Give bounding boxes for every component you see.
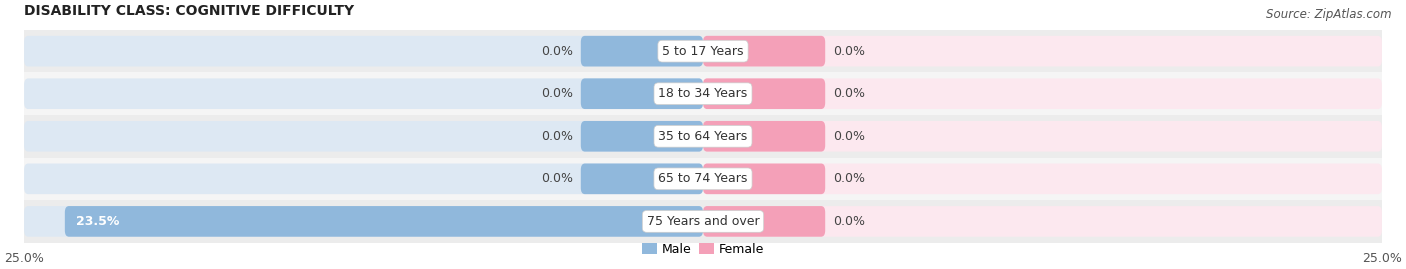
FancyBboxPatch shape <box>703 121 825 152</box>
FancyBboxPatch shape <box>703 206 1382 237</box>
Text: 75 Years and over: 75 Years and over <box>647 215 759 228</box>
Text: 0.0%: 0.0% <box>834 215 865 228</box>
Text: 0.0%: 0.0% <box>834 172 865 185</box>
Bar <box>24 158 1382 200</box>
FancyBboxPatch shape <box>24 206 703 237</box>
Text: 0.0%: 0.0% <box>834 45 865 58</box>
Text: 0.0%: 0.0% <box>834 130 865 143</box>
Bar <box>24 30 1382 72</box>
Text: 23.5%: 23.5% <box>76 215 120 228</box>
Text: 0.0%: 0.0% <box>541 87 572 100</box>
FancyBboxPatch shape <box>703 164 825 194</box>
Text: 0.0%: 0.0% <box>834 87 865 100</box>
Bar <box>24 72 1382 115</box>
Bar <box>24 115 1382 158</box>
Text: 65 to 74 Years: 65 to 74 Years <box>658 172 748 185</box>
FancyBboxPatch shape <box>581 36 703 66</box>
FancyBboxPatch shape <box>703 206 825 237</box>
FancyBboxPatch shape <box>581 164 703 194</box>
FancyBboxPatch shape <box>24 121 703 152</box>
FancyBboxPatch shape <box>24 78 703 109</box>
FancyBboxPatch shape <box>703 121 1382 152</box>
Text: 0.0%: 0.0% <box>541 45 572 58</box>
FancyBboxPatch shape <box>703 164 1382 194</box>
Text: 35 to 64 Years: 35 to 64 Years <box>658 130 748 143</box>
FancyBboxPatch shape <box>703 78 825 109</box>
FancyBboxPatch shape <box>581 121 703 152</box>
Bar <box>24 200 1382 243</box>
Text: 18 to 34 Years: 18 to 34 Years <box>658 87 748 100</box>
FancyBboxPatch shape <box>65 206 703 237</box>
FancyBboxPatch shape <box>703 36 1382 66</box>
Text: Source: ZipAtlas.com: Source: ZipAtlas.com <box>1267 8 1392 21</box>
FancyBboxPatch shape <box>581 78 703 109</box>
Text: DISABILITY CLASS: COGNITIVE DIFFICULTY: DISABILITY CLASS: COGNITIVE DIFFICULTY <box>24 4 354 18</box>
Text: 5 to 17 Years: 5 to 17 Years <box>662 45 744 58</box>
FancyBboxPatch shape <box>24 164 703 194</box>
Legend: Male, Female: Male, Female <box>637 238 769 261</box>
FancyBboxPatch shape <box>703 36 825 66</box>
Text: 0.0%: 0.0% <box>541 130 572 143</box>
FancyBboxPatch shape <box>703 78 1382 109</box>
Text: 0.0%: 0.0% <box>541 172 572 185</box>
FancyBboxPatch shape <box>24 36 703 66</box>
